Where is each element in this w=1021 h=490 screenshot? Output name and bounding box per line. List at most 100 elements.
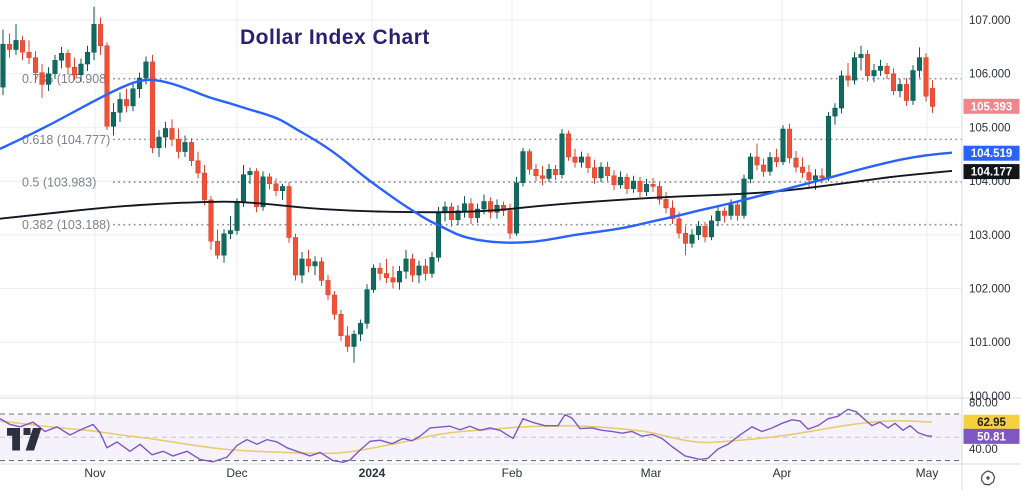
candle-body [91,24,97,53]
candle-body [370,267,377,290]
candle-body [916,57,923,71]
candle-body [110,112,117,127]
candle-body [799,166,806,173]
candle-body [6,43,13,50]
fib-label-0.382: 0.382 (103.188) [22,218,110,232]
candle-body [630,180,637,189]
candle-body [97,24,104,47]
candle-body [52,60,58,74]
candle-body [760,164,767,172]
candle-body [19,40,26,53]
candle-body [149,61,156,149]
candle-body [526,151,533,170]
candle-body [539,175,546,179]
candle-body [689,234,695,244]
candle-body [240,174,247,203]
time-axis-label: Feb [502,466,523,480]
candle-body [162,128,169,138]
last-price-badge-text: 105.393 [971,101,1013,113]
candle-body [58,53,65,61]
time-axis-label: May [916,466,939,480]
candle-body [838,75,845,109]
candle-body [598,166,604,179]
candle-body [435,211,442,258]
candle-body [669,207,676,219]
candle-body [695,225,702,236]
candle-body [169,128,175,140]
candle-body [455,210,461,221]
candle-body [806,172,812,181]
candle-body [520,151,526,183]
candle-body [390,277,396,283]
ma-slow-value-badge: 104.177 [963,164,1020,180]
candle-body [565,133,572,158]
candle-body [656,186,663,200]
candle-body [201,172,208,201]
rsi-ma-value-badge-text: 62.95 [977,417,1006,429]
candle-body [448,206,455,221]
candle-body [130,88,136,107]
candle-body [923,57,929,97]
candle-body [728,204,734,216]
candle-body [903,84,910,101]
ma-fast-value-badge-bg [963,145,1020,161]
settings-gear-icon[interactable] [979,469,997,487]
candle-body [715,210,721,222]
candle-body [637,180,643,193]
grid-lines [0,0,962,464]
candle-body [845,75,851,81]
candle-body [663,199,669,209]
price-axis-label: 100.000 [969,391,1011,403]
candle-body [26,51,32,58]
rsi-line [0,408,933,464]
candle-body [13,40,19,50]
candle-body [396,271,403,283]
time-axis-label: Mar [641,466,662,480]
candle-body [208,199,214,242]
candle-body [227,230,234,234]
candle-body [611,175,617,186]
candle-body [617,177,624,186]
candle-body [747,156,754,180]
candle-body [786,128,793,159]
candle-body [84,51,91,65]
price-axis[interactable]: 107.000 106.000 105.000 104.000 103.000 102.0… [969,15,1011,456]
time-axis[interactable]: Nov Dec 2024 Feb Mar Apr May [84,466,938,480]
candle-body [182,142,188,152]
candlesticks [0,6,936,363]
candle-body [877,65,884,71]
price-axis-label: 103.000 [969,230,1011,242]
candle-body [383,273,390,279]
candle-body [578,156,585,163]
candle-body [832,107,838,117]
price-axis-label: 104.000 [969,176,1011,188]
candle-body [409,258,416,276]
candle-body [546,169,552,179]
price-axis-label: 107.000 [969,15,1011,27]
candle-body [221,233,227,256]
rsi-ma-line [0,419,933,455]
rsi-ma-value-badge: 62.95 [963,414,1020,430]
candle-body [773,157,780,163]
time-axis-label: 2024 [359,466,386,480]
candle-body [331,294,338,315]
candle-body [429,257,435,274]
candle-body [500,205,507,211]
candle-body [279,186,286,192]
candle-body [734,204,741,216]
candle-body [897,84,903,92]
candle-body [708,220,715,238]
rsi-axis-label: 80.00 [969,397,998,409]
candle-body [481,201,487,210]
price-axis-label: 101.000 [969,337,1011,349]
candle-body [364,289,370,324]
tradingview-logo-icon[interactable] [7,428,42,451]
time-axis-label: Dec [226,466,247,480]
candle-body [702,225,708,238]
candle-body [825,115,832,179]
candle-body [422,265,429,274]
candle-body [721,210,728,216]
candle-body [871,70,877,77]
